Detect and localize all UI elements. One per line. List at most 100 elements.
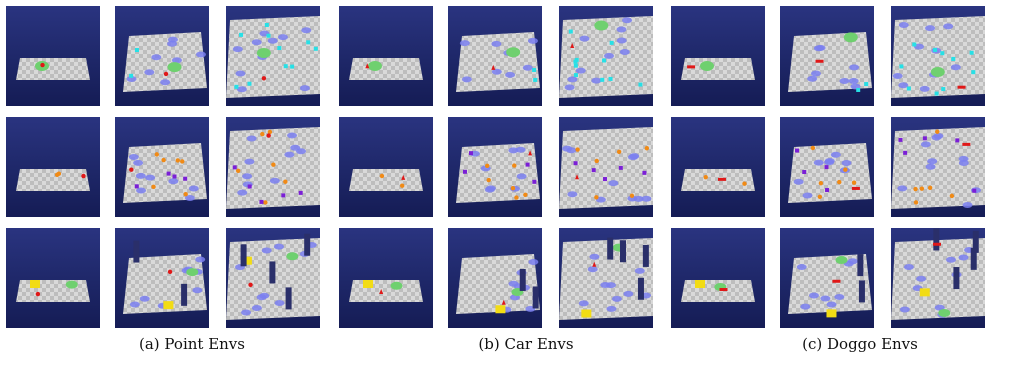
hazard (195, 51, 206, 58)
gremlin (825, 188, 830, 193)
button (810, 145, 816, 151)
pillar (269, 261, 276, 284)
hazard (849, 64, 860, 71)
hazard (274, 300, 285, 307)
vase (568, 29, 573, 34)
button (267, 129, 273, 135)
hazard (931, 134, 942, 141)
env-tile-doggo-button-2 (891, 117, 985, 217)
vase (573, 63, 578, 68)
hazard (946, 256, 957, 263)
push-box (919, 288, 930, 297)
hazard (824, 159, 835, 166)
hazard (144, 69, 155, 76)
hazard (259, 292, 270, 299)
agent (81, 173, 86, 179)
agent (35, 291, 41, 297)
floor (123, 32, 207, 92)
gremlin (591, 168, 596, 173)
agent (266, 133, 271, 138)
vase (306, 40, 311, 45)
pillar (970, 247, 977, 270)
env-tile-point-push-1 (115, 228, 209, 328)
pillar (532, 286, 539, 309)
button (514, 195, 519, 200)
button (949, 193, 955, 199)
hazard (616, 37, 627, 44)
button (594, 158, 599, 164)
button (154, 152, 160, 157)
hazard (810, 70, 821, 77)
agent (575, 174, 580, 180)
gremlin (573, 161, 578, 166)
env-tile-doggo-goal-0 (671, 6, 765, 106)
agent (962, 142, 971, 146)
button (616, 149, 622, 155)
hazard (261, 247, 272, 254)
gremlin (166, 171, 171, 176)
hazard (634, 267, 645, 274)
gremlin (298, 190, 303, 195)
hazard (246, 135, 257, 142)
push-box (495, 305, 506, 314)
gremlin (259, 199, 264, 204)
gremlin (795, 148, 800, 153)
pillar (607, 237, 614, 260)
vase (940, 51, 945, 56)
hazard (508, 280, 519, 287)
agent (248, 282, 253, 288)
hazard (135, 172, 146, 179)
env-tile-point-goal-2 (226, 6, 320, 106)
button (837, 179, 842, 185)
gremlin (281, 193, 286, 198)
agent (379, 289, 384, 295)
button (629, 193, 635, 198)
pillar (933, 228, 940, 251)
button (399, 183, 405, 188)
hazard (184, 195, 195, 202)
hazard (516, 173, 527, 180)
hazard (567, 76, 578, 83)
agent (129, 167, 134, 172)
hazard (834, 293, 845, 300)
hazard (796, 264, 807, 271)
button (175, 158, 181, 163)
hazard (129, 301, 140, 308)
vase (638, 82, 643, 87)
caption-doggo-envs: (c) Doggo Envs (802, 335, 918, 353)
button (575, 147, 580, 152)
agent (163, 71, 169, 77)
hazard (527, 37, 538, 44)
env-tile-point-goal-1 (115, 6, 209, 106)
goal (506, 47, 521, 58)
env-tile-doggo-push-0 (671, 228, 765, 328)
hazard (848, 77, 859, 84)
gremlin (972, 188, 977, 193)
env-tile-doggo-button-0 (671, 117, 765, 217)
goal (938, 308, 951, 317)
hazard (287, 132, 298, 139)
env-tile-doggo-button-1 (780, 117, 874, 217)
hazard (627, 195, 638, 202)
env-tile-car-goal-1 (448, 6, 542, 106)
hazard (898, 22, 909, 29)
hazard (128, 153, 139, 160)
env-tile-doggo-push-1 (780, 228, 874, 328)
env-tile-point-button-0 (6, 117, 100, 217)
button (851, 180, 857, 185)
hazard (578, 300, 589, 307)
push-box (695, 280, 705, 288)
gremlin (525, 162, 530, 167)
hazard (802, 192, 813, 199)
vase (532, 67, 537, 72)
hazard (808, 292, 819, 299)
agent (687, 65, 696, 69)
vase (234, 84, 239, 89)
hazard (807, 75, 818, 82)
agent (717, 177, 726, 181)
gremlin (232, 165, 237, 170)
env-tile-point-push-2 (226, 228, 320, 328)
button (523, 192, 528, 197)
button (913, 186, 918, 192)
gremlin (898, 137, 903, 142)
